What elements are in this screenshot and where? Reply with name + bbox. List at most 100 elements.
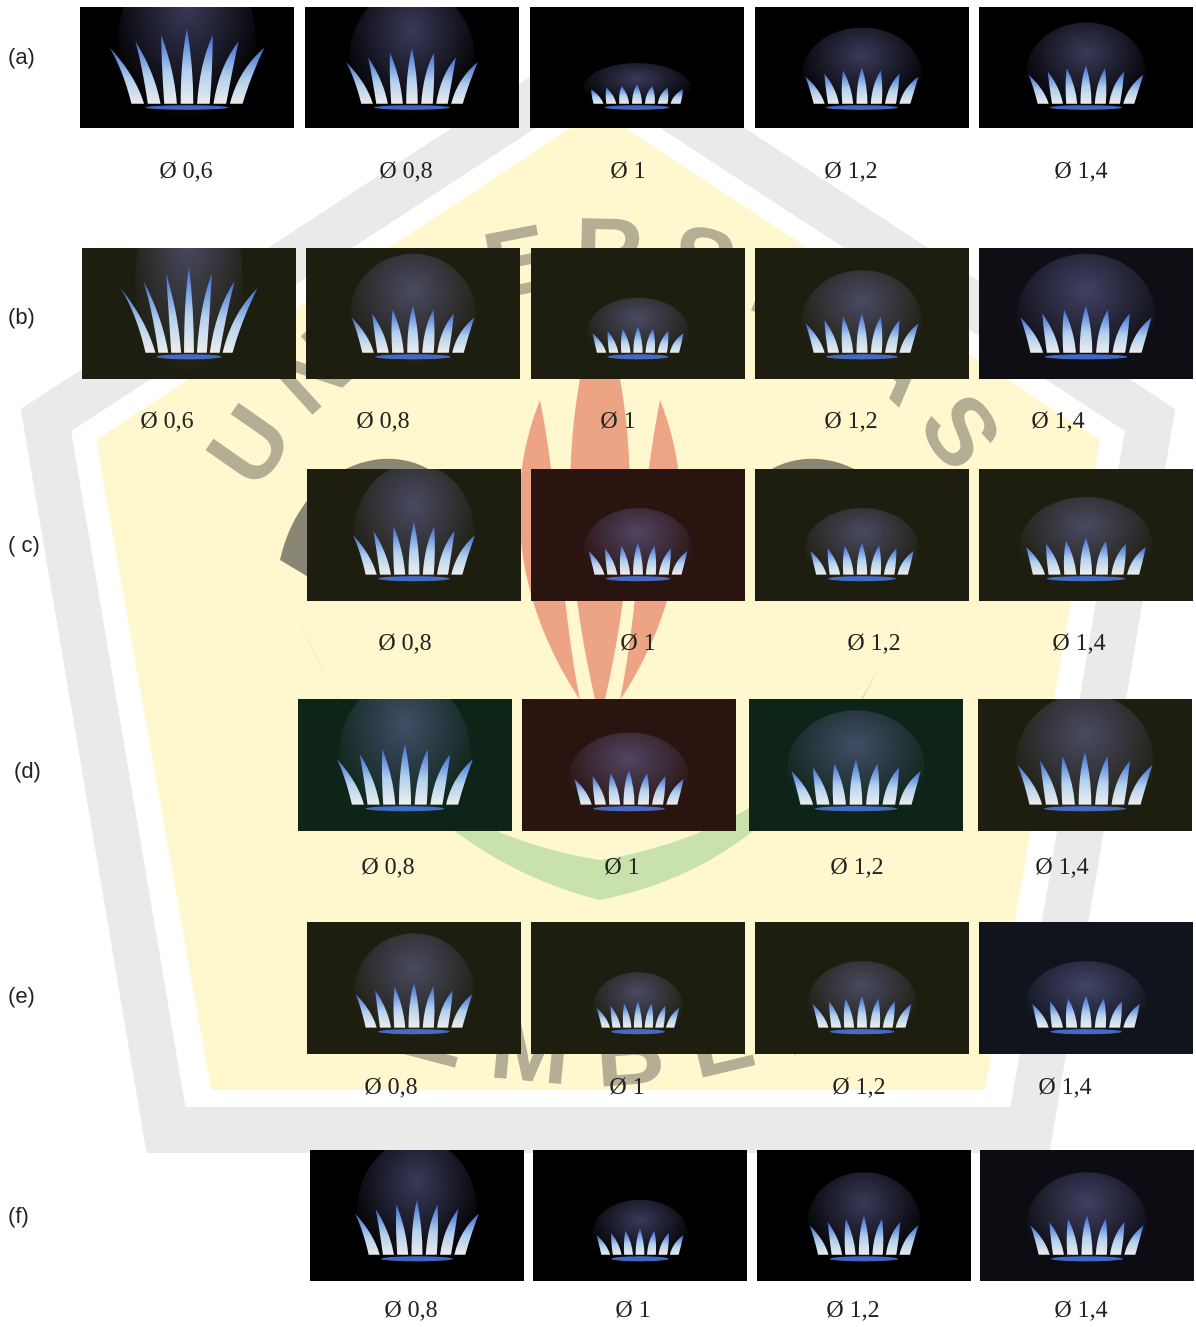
flame-tongue xyxy=(622,1003,632,1028)
flame-photo-panel xyxy=(978,699,1192,831)
burner-ring xyxy=(378,576,450,582)
flame-tongue xyxy=(592,333,607,353)
diameter-caption: Ø 0,8 xyxy=(364,1074,418,1100)
flame-tongue xyxy=(856,67,868,104)
flame-tongue xyxy=(1109,71,1125,104)
flame-svg xyxy=(530,7,744,128)
flame-svg xyxy=(531,922,745,1054)
flame-tongue xyxy=(391,309,404,353)
flame-photo-panel xyxy=(979,248,1193,379)
flame-tongue xyxy=(605,87,617,104)
flame-tongue xyxy=(143,280,169,353)
flame-svg xyxy=(757,1150,971,1281)
flame-tongue xyxy=(430,754,451,805)
flame-tongue xyxy=(1096,309,1110,353)
diameter-caption: Ø 1,4 xyxy=(1038,1074,1092,1100)
flame-tongue xyxy=(591,89,604,104)
flame-svg xyxy=(533,1150,747,1281)
flame-tongue xyxy=(849,759,863,805)
row-label: (d) xyxy=(14,758,41,783)
flame-tongue xyxy=(166,273,182,353)
flame-tongue xyxy=(1047,71,1063,104)
flame-tongue xyxy=(657,330,669,353)
flame-tongue xyxy=(451,993,473,1028)
flame-tongue xyxy=(1110,1222,1125,1255)
flame-tongue xyxy=(605,548,618,575)
flame-tongue xyxy=(353,535,377,575)
flame-tongue xyxy=(222,287,258,353)
flame-tongue xyxy=(161,35,177,104)
flame-tongue xyxy=(1046,543,1061,575)
burner-ring xyxy=(1044,354,1128,360)
flame-tongue xyxy=(644,1003,654,1028)
flame-tongue xyxy=(109,47,145,104)
flame-tongue xyxy=(623,770,635,805)
flame-tongue xyxy=(1028,74,1049,104)
flame-tongue xyxy=(393,986,406,1028)
burner-ring xyxy=(378,1029,450,1035)
diameter-caption: Ø 1,2 xyxy=(826,1297,880,1323)
burner-ring xyxy=(374,105,450,110)
flame-tongue xyxy=(812,1003,829,1028)
flame-tongue xyxy=(608,773,621,805)
flame-tongue xyxy=(632,84,642,104)
flame-photo-panel xyxy=(749,699,963,831)
flame-photo-panel xyxy=(531,248,745,379)
burner-ring xyxy=(381,1256,453,1262)
flame-tongue xyxy=(398,743,412,805)
flame-tongue xyxy=(1112,313,1130,353)
flame-tongue xyxy=(596,1007,611,1028)
flame-tongue xyxy=(635,1228,645,1255)
flame-photo-panel xyxy=(757,1150,971,1281)
flame-tongue xyxy=(857,995,867,1028)
flame-svg xyxy=(80,7,294,128)
diameter-caption: Ø 0,6 xyxy=(159,158,213,184)
flame-tongue xyxy=(184,266,194,353)
flame-photo-panel xyxy=(755,7,969,128)
flame-tongue xyxy=(671,550,688,575)
flame-tongue xyxy=(588,550,605,575)
diameter-caption: Ø 1,4 xyxy=(1031,408,1085,434)
flame-tongue xyxy=(180,28,194,104)
flame-tongue xyxy=(885,73,900,104)
flame-tongue xyxy=(856,542,868,575)
flame-tongue xyxy=(1080,65,1092,104)
diameter-caption: Ø 0,8 xyxy=(379,158,433,184)
flame-tongue xyxy=(658,1232,669,1255)
flame-tongue xyxy=(1065,998,1078,1028)
flame-tongue xyxy=(611,1232,622,1255)
flame-tongue xyxy=(633,1001,643,1028)
flame-tongue xyxy=(355,1213,380,1255)
flame-tongue xyxy=(844,1218,856,1255)
flame-tongue xyxy=(372,313,389,353)
flame-photo-panel xyxy=(531,469,745,601)
flame-tongue xyxy=(895,1003,912,1028)
flame-tongue xyxy=(805,323,825,353)
flame-photo-panel xyxy=(305,7,519,128)
flame-tongue xyxy=(408,521,420,575)
flame-tongue xyxy=(446,759,474,805)
flame-svg xyxy=(531,469,745,601)
flame-tongue xyxy=(882,1001,895,1028)
flame-tongue xyxy=(870,70,883,104)
flame-tongue xyxy=(1109,1001,1122,1028)
diameter-caption: Ø 0,8 xyxy=(378,630,432,656)
flame-svg xyxy=(307,922,521,1054)
flame-tongue xyxy=(389,52,403,104)
flame-tongue xyxy=(885,320,900,353)
flame-tongue xyxy=(657,87,669,104)
flame-svg xyxy=(305,7,519,128)
flame-photo-panel xyxy=(307,922,521,1054)
flame-tongue xyxy=(812,767,830,805)
flame-tongue xyxy=(1050,1001,1063,1028)
flame-tongue xyxy=(645,545,657,575)
flame-photo-panel xyxy=(82,248,296,379)
diameter-caption: Ø 1,4 xyxy=(1035,854,1089,880)
flame-tongue xyxy=(829,1001,842,1028)
flame-tongue xyxy=(422,526,435,575)
burner-ring xyxy=(611,1256,669,1262)
diameter-caption: Ø 1,2 xyxy=(832,1074,886,1100)
flame-tongue xyxy=(574,778,592,805)
burner-ring xyxy=(1051,1256,1123,1262)
flame-svg xyxy=(755,469,969,601)
